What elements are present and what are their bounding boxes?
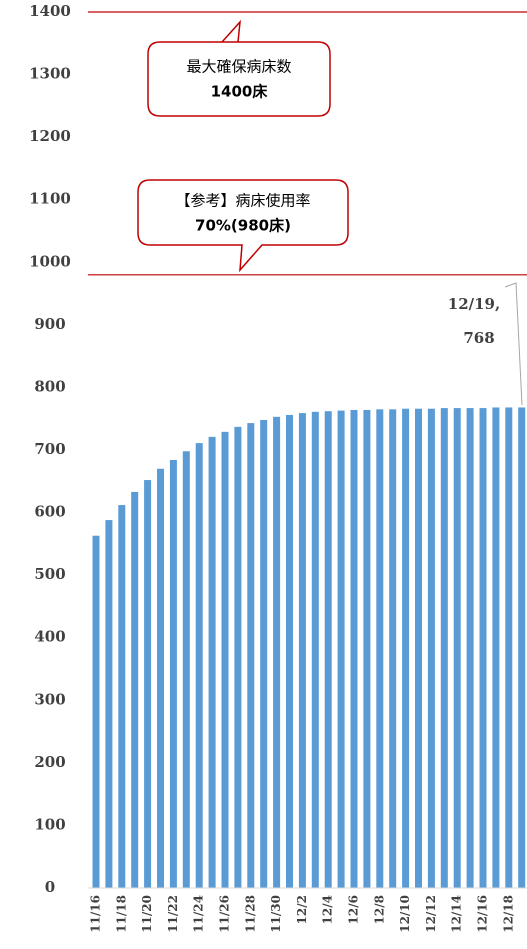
bar — [415, 408, 422, 888]
x-tick-label: 11/24 — [192, 895, 206, 933]
bar — [518, 407, 526, 888]
callout-text: 最大確保病床数 — [186, 58, 291, 76]
y-tick-label: 700 — [34, 440, 65, 458]
bar — [324, 411, 332, 888]
bar — [92, 535, 100, 888]
y-tick-label: 600 — [34, 503, 65, 521]
callout-text: 1400床 — [211, 83, 269, 101]
bar — [453, 408, 461, 888]
bar — [427, 408, 435, 888]
bar — [389, 409, 397, 888]
bar — [221, 431, 229, 888]
callout-box — [147, 19, 331, 117]
x-tick-label: 12/10 — [398, 895, 412, 933]
bar — [169, 460, 177, 888]
y-tick-label: 500 — [34, 565, 65, 583]
bar — [466, 408, 474, 888]
x-tick-label: 11/18 — [114, 895, 128, 933]
y-tick-label: 1200 — [29, 127, 71, 145]
bar — [273, 416, 281, 888]
y-tick-label: 1400 — [29, 2, 71, 20]
bar — [350, 409, 358, 888]
bar — [195, 443, 203, 888]
bar — [311, 411, 319, 888]
data-label: 12/19, — [448, 295, 500, 313]
bar — [479, 408, 487, 888]
x-tick-label: 12/14 — [450, 895, 464, 933]
bar — [247, 423, 255, 888]
bar — [260, 419, 268, 888]
bar — [298, 413, 306, 888]
y-tick-label: 100 — [34, 815, 65, 833]
bar — [118, 505, 126, 888]
bar — [182, 451, 190, 888]
callout-text: 【参考】病床使用率 — [175, 192, 310, 210]
x-tick-label: 11/22 — [166, 895, 180, 933]
y-tick-label: 1000 — [29, 252, 71, 270]
bar — [376, 409, 384, 888]
x-tick-label: 12/4 — [321, 895, 335, 924]
callout-box — [137, 179, 349, 273]
bar — [337, 410, 345, 888]
y-tick-label: 1100 — [29, 190, 71, 208]
y-tick-label: 0 — [45, 878, 55, 896]
y-tick-label: 1300 — [29, 65, 71, 83]
x-tick-label: 11/26 — [218, 895, 232, 933]
x-tick-label: 12/8 — [372, 895, 386, 924]
bar — [131, 491, 139, 888]
y-tick-label: 200 — [34, 753, 65, 771]
leader-line — [504, 282, 523, 406]
bar — [105, 520, 113, 888]
x-tick-label: 12/2 — [295, 895, 309, 924]
x-tick-label: 11/16 — [89, 895, 103, 933]
y-tick-label: 400 — [34, 628, 65, 646]
bar — [144, 480, 152, 888]
y-tick-label: 800 — [34, 377, 65, 395]
x-tick-label: 12/6 — [347, 895, 361, 924]
callout-text: 70%(980床) — [195, 217, 291, 235]
x-tick-label: 11/30 — [269, 895, 283, 933]
x-tick-label: 11/28 — [243, 895, 257, 933]
y-tick-label: 900 — [34, 315, 65, 333]
data-label: 768 — [463, 329, 494, 347]
bar — [234, 426, 242, 888]
bar — [402, 408, 410, 888]
bar — [440, 408, 448, 888]
x-tick-label: 12/18 — [501, 895, 515, 933]
y-tick-label: 300 — [34, 690, 65, 708]
bar — [286, 414, 293, 888]
x-tick-label: 12/12 — [424, 895, 438, 933]
bar — [157, 468, 164, 888]
bar — [208, 436, 216, 888]
bar — [363, 409, 371, 888]
x-tick-label: 11/20 — [140, 895, 154, 933]
bar — [505, 407, 513, 888]
bar — [492, 407, 500, 888]
x-tick-label: 12/16 — [476, 895, 490, 933]
